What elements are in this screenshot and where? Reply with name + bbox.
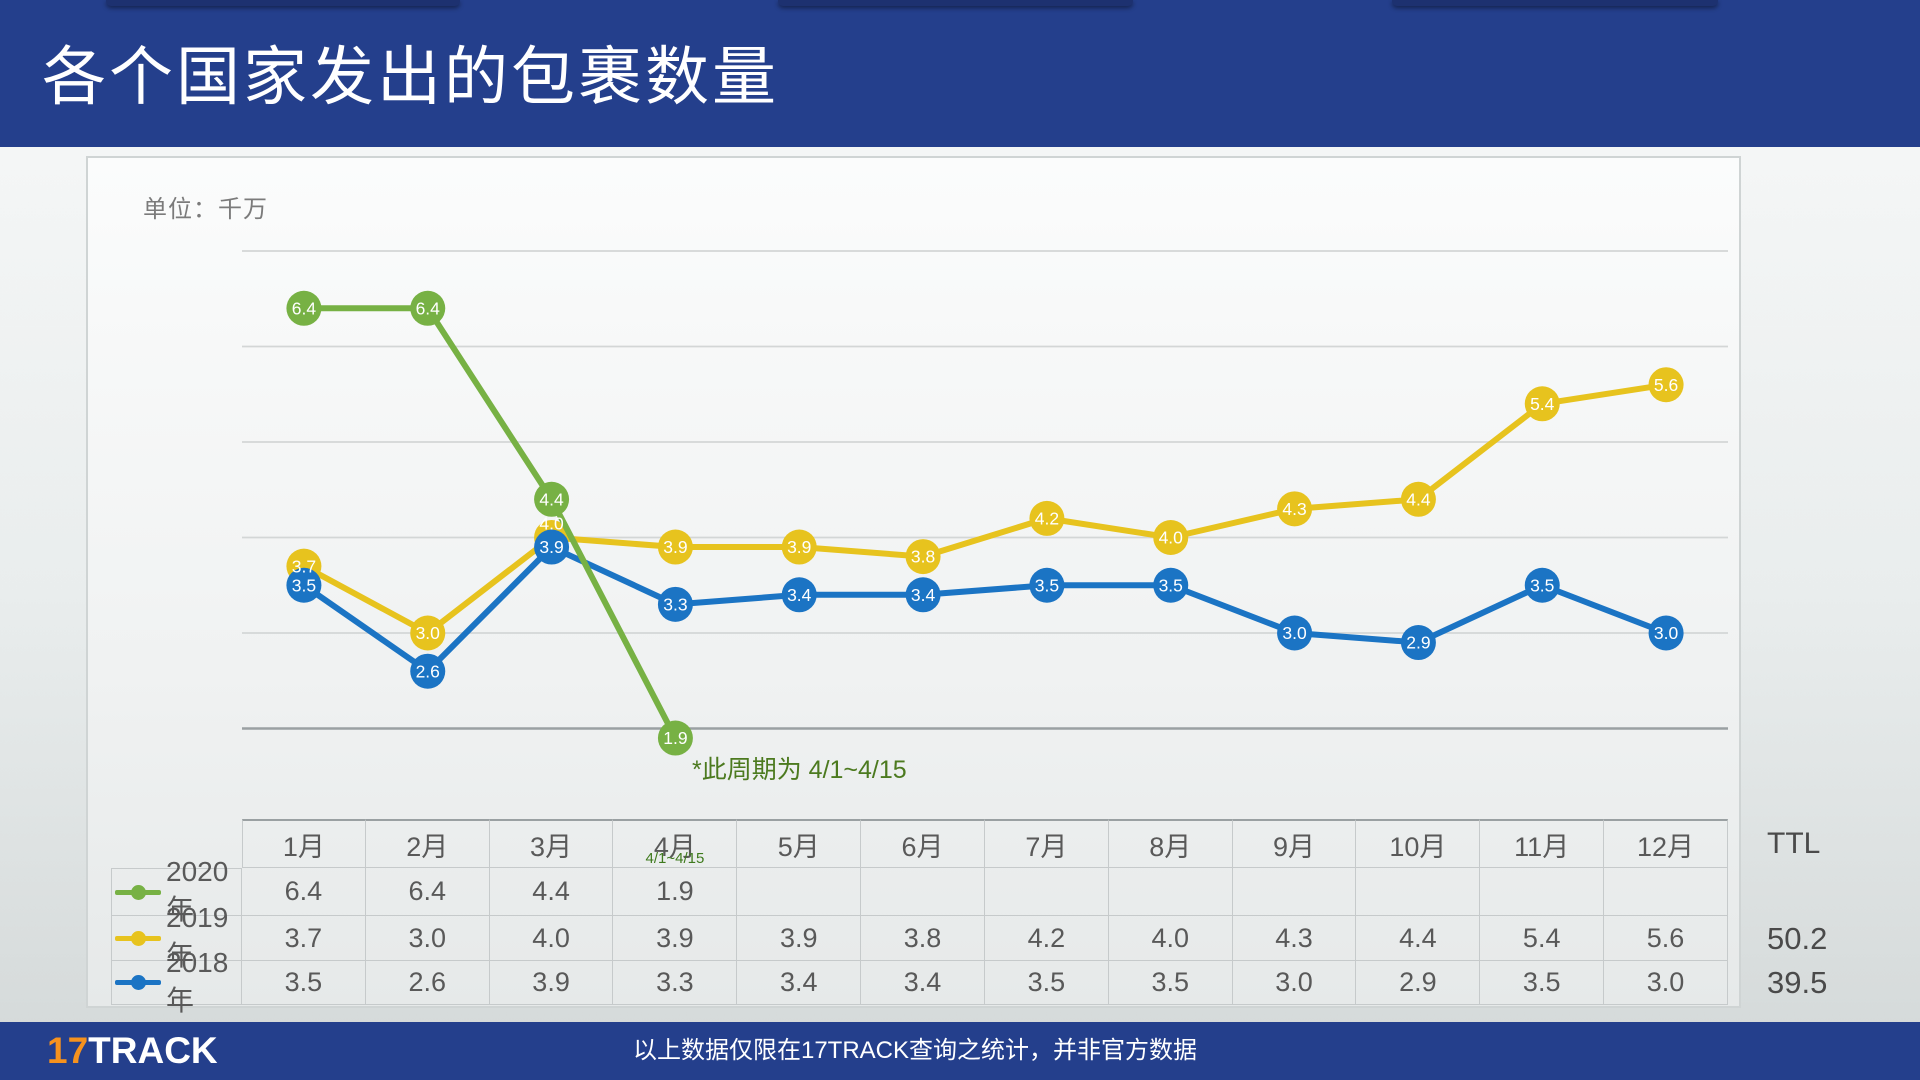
value-cell-2020年-m11 — [1480, 868, 1605, 916]
value-cell-2020年-m4: 1.9 — [613, 868, 738, 916]
series-year-label: 2019年 — [166, 902, 229, 971]
header-decor-tab-1 — [106, 0, 460, 6]
value-cell-2020年-m7 — [984, 868, 1109, 916]
value-cell-2020年-m3: 4.4 — [489, 868, 614, 916]
ttl-column: TTL 50.2 39.5 — [1741, 819, 1920, 1005]
month-header-label: 10月 — [1389, 831, 1447, 862]
value-cell-2018年-m5: 3.4 — [737, 961, 862, 1005]
ttl-header: TTL — [1767, 827, 1821, 860]
month-header-7: 7月 — [984, 819, 1109, 868]
footer-disclaimer: 以上数据仅限在17TRACK查询之统计，并非官方数据 — [632, 1037, 1198, 1064]
logo-17: 17 — [47, 1030, 89, 1071]
value-cell-2018年-m8: 3.5 — [1108, 961, 1233, 1005]
ttl-value-2018: 39.5 — [1767, 965, 1828, 1000]
value-cell-2020年-m1: 6.4 — [242, 868, 366, 916]
month-header-label: 1月 — [282, 831, 325, 862]
value-cell-2020年-m8 — [1108, 868, 1233, 916]
row-label-2018年: 2018年 — [111, 947, 242, 1016]
month-header-9: 9月 — [1232, 819, 1357, 868]
header-decor-tab-3 — [1392, 0, 1718, 6]
month-header-6: 6月 — [861, 819, 985, 868]
value-cell-2018年-m1: 3.5 — [242, 961, 366, 1005]
value-cell-2019年-m10: 4.4 — [1356, 916, 1481, 961]
value-cell-2019年-m12: 5.6 — [1604, 916, 1728, 961]
brand-logo: 17TRACK — [47, 1022, 218, 1080]
data-table: 1月 2月 3月 4月 4/1~4/15 5月 6月 7月 8月 9月 10月 11月 12月 2020年… — [111, 819, 1728, 1016]
month-header-label: 5月 — [777, 831, 820, 862]
month-header-label: 9月 — [1273, 831, 1316, 862]
legend-key-icon-2020年 — [115, 884, 161, 901]
value-cell-2018年-m4: 3.3 — [613, 961, 738, 1005]
month-header-1: 1月 — [242, 819, 366, 868]
legend-key-icon-2018年 — [115, 974, 161, 991]
series-year-label: 2020年 — [166, 856, 229, 925]
value-cell-2020年-m2: 6.4 — [365, 868, 490, 916]
value-cell-2018年-m3: 3.9 — [489, 961, 614, 1005]
page-title: 各个国家发出的包裹数量 — [42, 41, 779, 113]
value-cell-2019年-m2: 3.0 — [365, 916, 490, 961]
month-header-label: 11月 — [1514, 831, 1570, 862]
value-cell-2018年-m10: 2.9 — [1356, 961, 1481, 1005]
month-header-label: 7月 — [1025, 831, 1068, 862]
value-cell-2020年-m5 — [737, 868, 862, 916]
chart-annotation: *此周期为 4/1~4/15 — [692, 756, 907, 784]
value-cell-2020年-m9 — [1232, 868, 1357, 916]
value-cell-2020年-m10 — [1356, 868, 1481, 916]
unit-label: 单位：千万 — [143, 196, 268, 223]
month-header-3: 3月 — [489, 819, 614, 868]
value-cell-2019年-m7: 4.2 — [984, 916, 1109, 961]
header-bar: 各个国家发出的包裹数量 — [0, 0, 1920, 147]
value-cell-2018年-m11: 3.5 — [1480, 961, 1605, 1005]
month-header-label: 8月 — [1149, 831, 1192, 862]
value-cell-2020年-m12 — [1604, 868, 1728, 916]
legend-dot-icon — [131, 930, 146, 946]
value-cell-2018年-m9: 3.0 — [1232, 961, 1357, 1005]
legend-key-icon-2019年 — [115, 930, 161, 947]
month-header-12: 12月 — [1604, 819, 1728, 868]
month-header-4: 4月 4/1~4/15 — [613, 819, 738, 868]
value-cell-2019年-m5: 3.9 — [737, 916, 862, 961]
month-header-label: 6月 — [901, 831, 944, 862]
month-header-label: 3月 — [530, 831, 573, 862]
row-label-2019年: 2019年 — [111, 902, 242, 971]
footer-bar: 17TRACK 以上数据仅限在17TRACK查询之统计，并非官方数据 — [0, 1022, 1920, 1080]
month-sub-label: 4/1~4/15 — [645, 850, 705, 867]
value-cell-2019年-m8: 4.0 — [1108, 916, 1233, 961]
month-header-5: 5月 — [737, 819, 862, 868]
value-cell-2019年-m1: 3.7 — [242, 916, 366, 961]
value-cell-2018年-m2: 2.6 — [365, 961, 490, 1005]
value-cell-2019年-m3: 4.0 — [489, 916, 614, 961]
value-cell-2019年-m4: 3.9 — [613, 916, 738, 961]
ttl-value-2019: 50.2 — [1767, 921, 1828, 956]
month-header-label: 2月 — [406, 831, 449, 862]
month-header-10: 10月 — [1356, 819, 1481, 868]
row-label-2020年: 2020年 — [111, 856, 242, 925]
legend-dot-icon — [131, 975, 146, 990]
value-cell-2018年-m6: 3.4 — [861, 961, 985, 1005]
month-header-8: 8月 — [1108, 819, 1233, 868]
value-cell-2019年-m6: 3.8 — [861, 916, 985, 961]
value-cell-2019年-m9: 4.3 — [1232, 916, 1357, 961]
value-cell-2020年-m6 — [861, 868, 985, 916]
month-header-label: 4月 — [653, 831, 696, 862]
legend-dot-icon — [131, 884, 146, 900]
month-header-11: 11月 — [1480, 819, 1605, 868]
header-decor-tab-2 — [778, 0, 1133, 6]
value-cell-2018年-m7: 3.5 — [984, 961, 1109, 1005]
value-cell-2018年-m12: 3.0 — [1604, 961, 1728, 1005]
logo-track: TRACK — [88, 1030, 218, 1071]
month-header-label: 12月 — [1637, 831, 1695, 862]
month-header-2: 2月 — [365, 819, 490, 868]
value-cell-2019年-m11: 5.4 — [1480, 916, 1605, 961]
series-year-label: 2018年 — [166, 946, 229, 1016]
